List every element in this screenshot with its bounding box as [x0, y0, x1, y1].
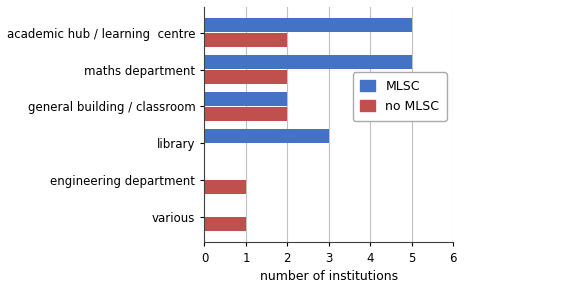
- X-axis label: number of institutions: number of institutions: [260, 270, 398, 283]
- Bar: [205, 55, 412, 69]
- Bar: [205, 107, 288, 121]
- Bar: [205, 217, 246, 231]
- Legend: MLSC, no MLSC: MLSC, no MLSC: [353, 72, 447, 121]
- Bar: [205, 18, 412, 32]
- Bar: [205, 129, 329, 143]
- Bar: [205, 92, 288, 106]
- Bar: [205, 180, 246, 194]
- Bar: [205, 70, 288, 84]
- Bar: [205, 33, 288, 47]
